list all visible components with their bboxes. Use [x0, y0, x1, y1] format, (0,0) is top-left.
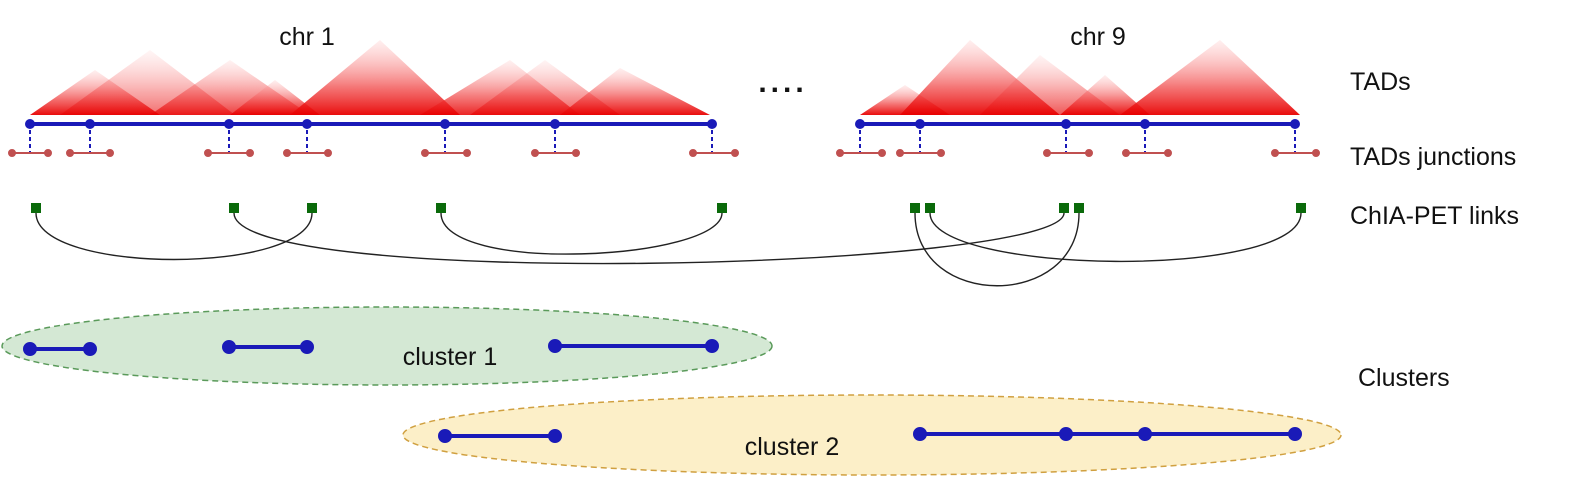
tad-boundary-node — [224, 119, 234, 129]
link-anchor — [1296, 203, 1306, 213]
tad-boundary-node — [1061, 119, 1071, 129]
chr9-label: chr 9 — [1070, 23, 1126, 51]
cluster-2-label: cluster 2 — [745, 433, 839, 461]
tad-boundary-node — [550, 119, 560, 129]
junction-marker — [66, 130, 114, 157]
junction-marker — [421, 130, 471, 157]
link-anchor — [229, 203, 239, 213]
row-label-tads: TADs — [1350, 68, 1411, 96]
link-anchor — [307, 203, 317, 213]
junction-marker — [283, 130, 332, 157]
link-anchor — [436, 203, 446, 213]
tad-junctions — [8, 130, 1320, 157]
junction-marker — [1271, 130, 1320, 157]
junction-marker — [836, 130, 886, 157]
chr1-tad-heatmap — [30, 40, 710, 115]
tad-boundary-node — [707, 119, 717, 129]
link-arc — [440, 212, 723, 255]
tad-boundary-node — [440, 119, 450, 129]
junction-marker — [8, 130, 52, 157]
chr9-tad-track — [855, 119, 1300, 129]
junction-marker — [204, 130, 254, 157]
link-arc — [929, 212, 1302, 263]
junction-marker — [1122, 130, 1172, 157]
chiapet-arcs — [35, 212, 1302, 287]
junction-marker — [689, 130, 739, 157]
tad-boundary-node — [855, 119, 865, 129]
row-label-links: ChIA-PET links — [1350, 202, 1519, 230]
junction-marker — [1043, 130, 1093, 157]
tad-boundary-node — [1290, 119, 1300, 129]
chr9-tad-heatmap — [860, 40, 1300, 115]
tad-boundary-node — [302, 119, 312, 129]
link-anchor — [910, 203, 920, 213]
link-anchor — [717, 203, 727, 213]
tad-boundary-node — [1140, 119, 1150, 129]
chr1-tad-track — [25, 119, 717, 129]
ellipsis-dots: .... — [758, 66, 807, 99]
link-anchor — [1059, 203, 1069, 213]
junction-marker — [896, 130, 945, 157]
link-arc — [35, 212, 313, 261]
link-anchor — [925, 203, 935, 213]
link-arc — [914, 212, 1080, 287]
row-label-clusters: Clusters — [1358, 364, 1450, 392]
link-arc — [233, 212, 1065, 265]
chr1-label: chr 1 — [279, 23, 335, 51]
tad-boundary-node — [85, 119, 95, 129]
cluster-1: cluster 1 — [1, 306, 773, 386]
link-anchor — [1074, 203, 1084, 213]
chiapet-anchors — [31, 203, 1306, 213]
link-anchor — [31, 203, 41, 213]
junction-marker — [531, 130, 580, 157]
tad-boundary-node — [25, 119, 35, 129]
cluster-1-label: cluster 1 — [403, 343, 497, 371]
tad-boundary-node — [915, 119, 925, 129]
row-label-junctions: TADs junctions — [1350, 143, 1516, 171]
cluster-2: cluster 2 — [402, 394, 1342, 476]
